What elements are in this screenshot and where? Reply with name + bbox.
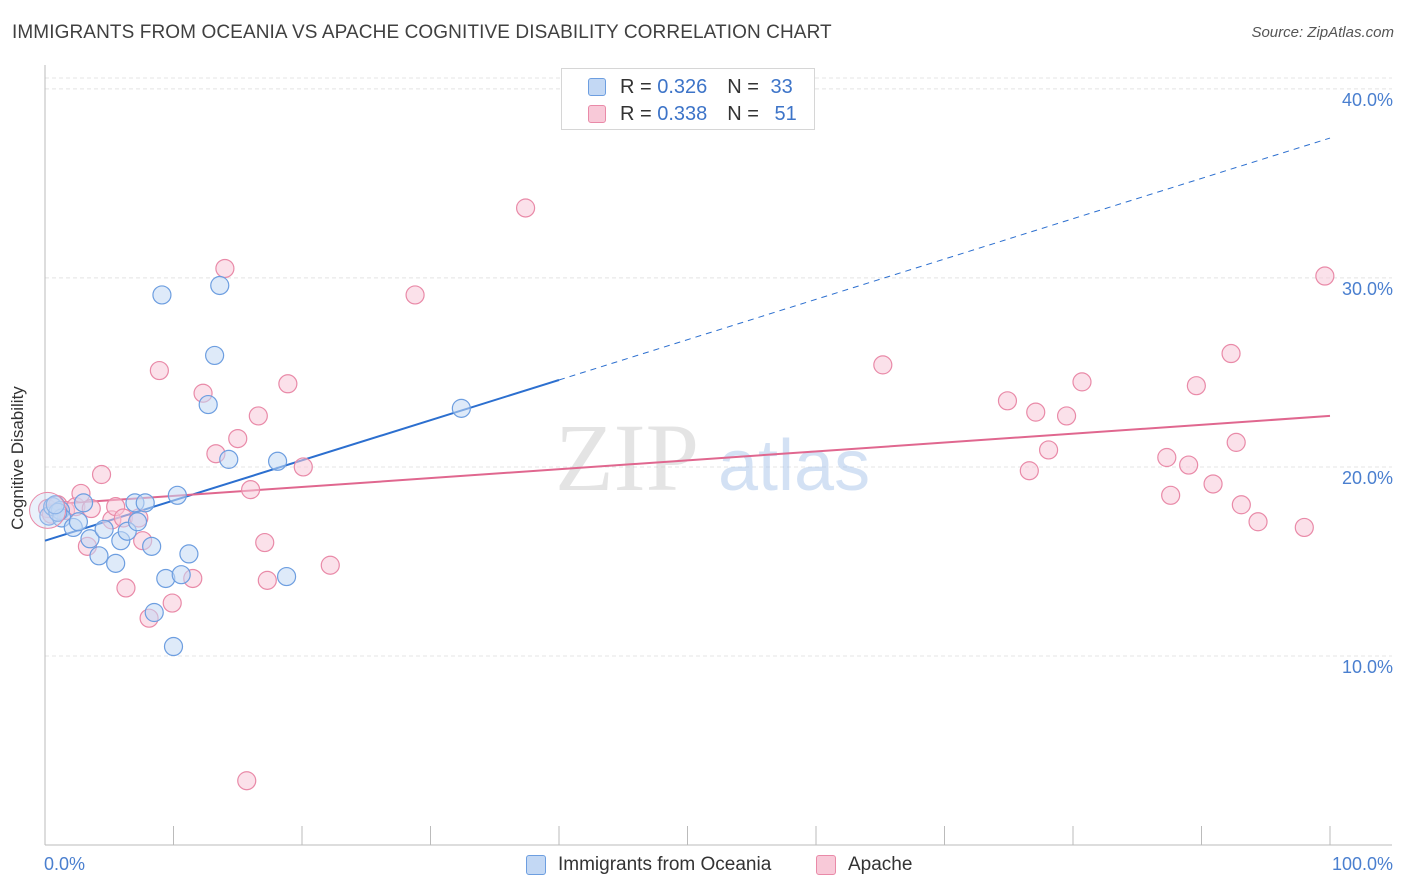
legend-row-oceania: R = 0.326 N = 33 [588,74,793,100]
trend-line-extension [558,137,1331,381]
y-tick-label: 40.0% [1342,90,1393,110]
apache-point [1315,266,1335,286]
oceania-swatch [588,78,606,96]
n-value: 51 [774,102,797,125]
oceania-point [142,536,162,556]
source-label: Source: ZipAtlas.com [1251,24,1394,41]
n-value: 33 [770,75,793,98]
oceania-legend-label: Immigrants from Oceania [558,854,772,875]
n-key: N = [727,75,759,98]
apache-legend-label: Apache [848,854,913,875]
y-tick-label: 10.0% [1342,657,1393,677]
oceania-point [127,512,148,532]
oceania-point [451,398,471,418]
apache-point [1186,376,1206,396]
legend-item-oceania: Immigrants from Oceania [526,852,771,878]
apache-point [248,406,268,426]
tick-labels: 10.0% 20.0% 30.0% 40.0% 0.0% 100.0% [44,90,1393,874]
r-value: 0.338 [657,102,708,125]
oceania-point [198,394,218,415]
apache-point [1038,440,1059,460]
apache-point [162,593,182,613]
apache-point [1179,455,1199,475]
r-key: R = [620,102,652,125]
oceania-point [80,529,100,549]
apache-point [149,360,169,381]
n-key: N = [727,102,759,125]
watermark: ZIP atlas [555,404,870,511]
apache-point [278,374,298,394]
y-tick-label: 20.0% [1342,468,1393,488]
apache-point [997,391,1018,411]
apache-point [1161,485,1181,505]
x-tick-label: 100.0% [1332,854,1393,874]
apache-point [873,355,893,375]
oceania-point [179,544,199,564]
apache-point [515,198,536,218]
apache-point [320,555,340,575]
apache-point [1226,432,1246,452]
oceania-point [94,519,114,539]
gridlines [45,77,1392,657]
apache-point [215,258,235,279]
chart-title: IMMIGRANTS FROM OCEANIA VS APACHE COGNIT… [12,22,832,43]
apache-point [1248,512,1268,532]
apache-point [1221,343,1241,364]
apache-point [1019,461,1039,481]
oceania-point [219,449,239,469]
apache-point [91,464,112,485]
apache-point [257,570,277,590]
r-key: R = [620,75,652,98]
correlation-legend: R = 0.326 N = 33 R = 0.338 N = 51 [561,68,815,130]
watermark-zip: ZIP [555,404,699,511]
legend-item-apache: Apache [816,852,912,878]
apache-point [1157,447,1177,468]
apache-point [1294,517,1314,538]
apache-point [293,457,313,477]
apache-point [255,532,275,553]
oceania-point [106,553,126,573]
watermark-atlas: atlas [718,426,870,506]
apache-point [241,480,261,500]
oceania-point [267,451,288,471]
data-points [29,198,1335,791]
oceania-point [73,493,94,513]
apache-point [1203,474,1223,494]
oceania-point [89,546,109,566]
y-tick-label: 30.0% [1342,279,1393,299]
oceania-point [205,345,225,366]
x-tick-label: 0.0% [44,854,85,874]
oceania-point [171,565,191,585]
apache-point [405,285,425,305]
oceania-point [210,275,230,296]
apache-point [1072,372,1092,392]
oceania-point [144,602,164,623]
apache-swatch [588,105,606,123]
legend-row-apache: R = 0.338 N = 51 [588,101,797,127]
y-axis-label: Cognitive Disability [8,386,27,530]
cluster-point [29,491,67,529]
oceania-point [276,566,297,587]
r-value: 0.326 [657,75,708,98]
apache-point [228,428,248,449]
apache-point [1026,402,1046,422]
oceania-point [68,512,89,532]
axes [44,65,1392,846]
oceania-point [163,636,184,657]
oceania-point [135,493,155,513]
oceania-legend-swatch [526,855,546,875]
apache-legend-swatch [816,855,836,875]
oceania-point [167,485,187,505]
apache-point [1231,495,1251,515]
oceania-point [152,285,172,305]
apache-point [1056,406,1077,426]
apache-point [116,578,136,598]
apache-point [237,771,257,791]
